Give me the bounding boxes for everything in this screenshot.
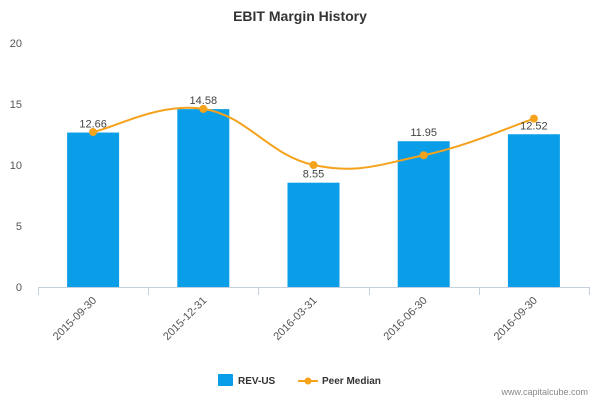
bar-data-label: 12.66 xyxy=(79,119,107,131)
bar xyxy=(397,141,450,287)
peer-median-point xyxy=(89,128,98,137)
chart-title: EBIT Margin History xyxy=(233,8,367,24)
x-tick-label: 2015-12-31 xyxy=(161,295,209,343)
line-series xyxy=(89,104,538,170)
bar-data-label: 11.95 xyxy=(410,127,437,139)
bar-data-label: 12.52 xyxy=(520,120,548,132)
y-tick-label: 0 xyxy=(16,282,22,294)
legend: REV-US Peer Median xyxy=(218,374,381,387)
x-tick-label: 2016-03-31 xyxy=(271,295,319,343)
y-tick-label: 20 xyxy=(10,38,22,50)
x-tick-label: 2015-09-30 xyxy=(51,295,99,343)
peer-median-point xyxy=(529,114,538,123)
legend-swatch-rev-us xyxy=(218,374,233,386)
bar xyxy=(287,182,340,287)
bar-series xyxy=(67,109,560,288)
x-tick-label: 2016-06-30 xyxy=(382,295,430,343)
peer-median-line xyxy=(92,106,535,170)
x-axis: 2015-09-30 2015-12-31 2016-03-31 2016-06-30… xyxy=(38,287,590,343)
bar xyxy=(177,109,230,288)
peer-median-point xyxy=(419,151,428,160)
legend-label-rev-us: REV-US xyxy=(238,376,276,387)
y-tick-label: 15 xyxy=(10,99,22,111)
y-tick-label: 10 xyxy=(10,160,22,172)
bar xyxy=(67,132,120,287)
y-tick-label: 5 xyxy=(16,221,22,233)
peer-median-point xyxy=(199,104,208,113)
watermark: www.capitalcube.com xyxy=(500,387,588,397)
legend-swatch-peer-median-marker xyxy=(304,377,312,385)
bar-data-label: 14.58 xyxy=(190,95,218,107)
data-labels: 12.66 14.58 8.55 11.95 12.52 xyxy=(79,95,547,181)
peer-median-point xyxy=(309,161,318,169)
bar-data-label: 8.55 xyxy=(303,169,324,181)
bar xyxy=(507,134,560,287)
y-axis: 0 5 10 15 20 xyxy=(10,38,22,294)
x-tick-label: 2016-09-30 xyxy=(492,295,540,343)
legend-label-peer-median: Peer Median xyxy=(322,376,381,387)
